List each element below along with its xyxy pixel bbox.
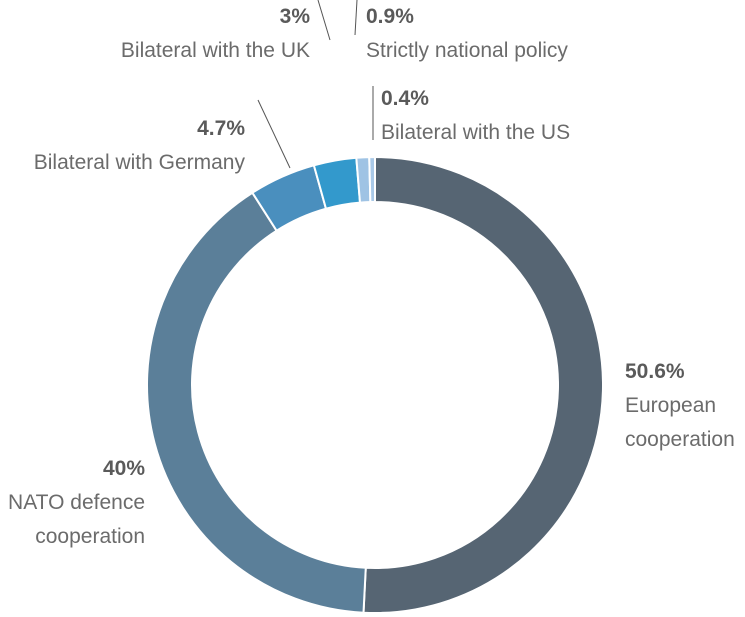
category-label: Bilateral with the US bbox=[381, 121, 571, 144]
leader-lines bbox=[257, 0, 374, 169]
leader-line bbox=[354, 0, 358, 36]
slice-label: 40% NATO defence cooperation bbox=[0, 452, 145, 554]
slice-label: 3% Bilateral with the UK bbox=[50, 0, 310, 68]
category-label: NATO defence cooperation bbox=[8, 491, 145, 548]
category-label: European cooperation bbox=[625, 394, 735, 451]
category-label: Strictly national policy bbox=[366, 39, 568, 62]
donut-segment bbox=[362, 155, 604, 614]
category-label: Bilateral with the UK bbox=[120, 39, 310, 62]
slice-label: 0.9% Strictly national policy bbox=[366, 0, 626, 68]
value-label: 4.7% bbox=[197, 117, 245, 140]
value-label: 0.9% bbox=[366, 5, 414, 28]
value-label: 3% bbox=[279, 5, 310, 28]
value-label: 0.4% bbox=[381, 87, 429, 110]
slice-label: 4.7% Bilateral with Germany bbox=[0, 112, 245, 180]
slice-label: 0.4% Bilateral with the US bbox=[381, 82, 641, 150]
value-label: 40% bbox=[102, 457, 145, 480]
leader-line bbox=[317, 0, 331, 41]
slice-label: 50.6% European cooperation bbox=[625, 355, 745, 457]
donut-segment bbox=[368, 155, 376, 204]
donut-segment bbox=[146, 191, 367, 614]
category-label: Bilateral with Germany bbox=[33, 151, 245, 174]
leader-line bbox=[257, 99, 291, 169]
value-label: 50.6% bbox=[625, 360, 685, 383]
